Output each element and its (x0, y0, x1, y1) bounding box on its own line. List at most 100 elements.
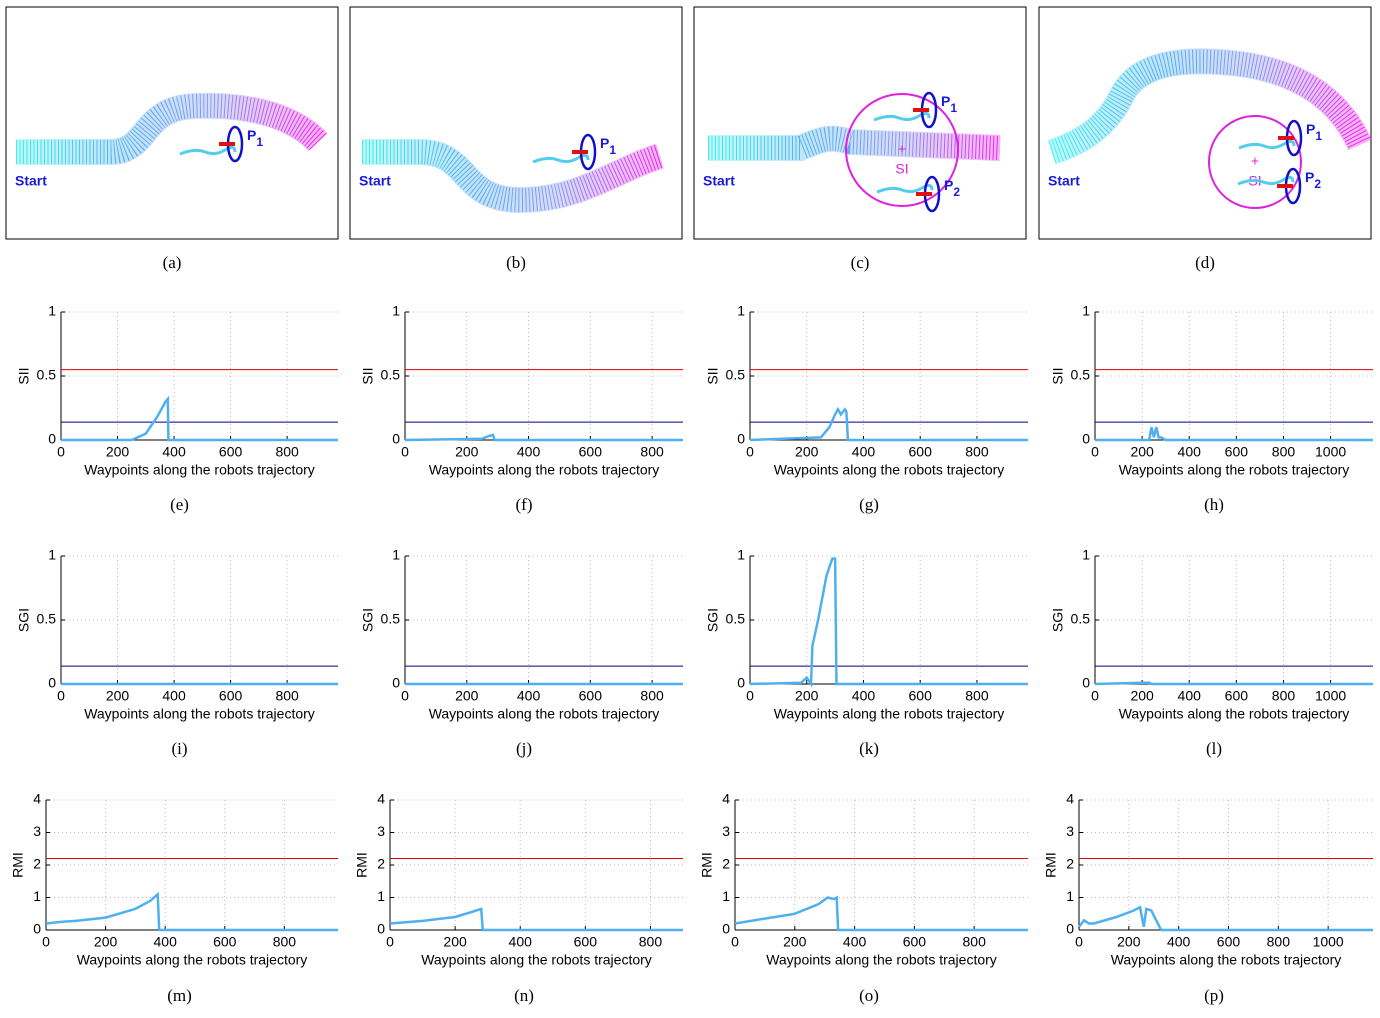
x-tick-label: 0 (746, 444, 754, 460)
data-line (61, 395, 338, 442)
si-plus: + (1251, 153, 1259, 169)
y-tick-label: 1 (737, 547, 745, 563)
x-tick-label: 800 (275, 444, 299, 460)
y-tick-label: 4 (377, 791, 385, 807)
x-tick-label: 400 (852, 688, 876, 704)
x-tick-label: 600 (574, 934, 598, 950)
x-tick-label: 400 (843, 934, 867, 950)
x-tick-label: 800 (640, 444, 664, 460)
y-tick-label: 3 (33, 823, 41, 839)
x-tick-label: 800 (639, 934, 663, 950)
y-axis-label: SGI (1050, 608, 1066, 632)
x-tick-label: 600 (909, 444, 933, 460)
x-tick-label: 400 (517, 444, 541, 460)
y-axis-label: SGI (705, 608, 721, 632)
x-tick-label: 200 (455, 444, 479, 460)
x-tick-label: 0 (1091, 444, 1099, 460)
data-line (45, 891, 338, 932)
x-tick-label: 400 (509, 934, 533, 950)
x-tick-label: 800 (1267, 934, 1291, 950)
x-axis-label: Waypoints along the robots trajectory (429, 462, 660, 478)
x-axis-label: Waypoints along the robots trajectory (429, 706, 660, 722)
corridor-edge (1047, 48, 1372, 165)
y-axis-label: SII (705, 367, 721, 384)
y-axis-label: SGI (16, 608, 32, 632)
y-tick-label: 0.5 (1071, 367, 1091, 383)
x-tick-label: 0 (42, 934, 50, 950)
x-axis-label: Waypoints along the robots trajectory (1119, 706, 1350, 722)
person-trail (873, 111, 931, 122)
start-label: Start (703, 173, 735, 189)
y-tick-label: 4 (722, 791, 730, 807)
x-tick-label: 400 (162, 444, 186, 460)
x-tick-label: 400 (154, 934, 178, 950)
y-tick-label: 0.5 (37, 611, 57, 627)
x-axis-label: Waypoints along the robots trajectory (77, 952, 308, 968)
x-tick-label: 600 (579, 688, 603, 704)
y-tick-label: 0.5 (37, 367, 57, 383)
x-axis-label: Waypoints along the robots trajectory (1119, 462, 1350, 478)
x-tick-label: 0 (401, 444, 409, 460)
y-tick-label: 0 (1066, 921, 1074, 937)
y-tick-label: 1 (48, 547, 56, 563)
y-tick-label: 0 (48, 431, 56, 447)
y-tick-label: 1 (377, 888, 385, 904)
x-tick-label: 600 (219, 688, 243, 704)
caption: (f) (516, 495, 533, 514)
y-tick-label: 2 (722, 856, 730, 872)
x-tick-label: 800 (1272, 688, 1296, 704)
caption: (h) (1204, 495, 1224, 514)
person-trail (1238, 139, 1296, 150)
caption: (l) (1206, 739, 1222, 758)
data-line (734, 895, 1028, 932)
x-tick-label: 800 (640, 688, 664, 704)
x-tick-label: 200 (443, 934, 467, 950)
caption: (i) (171, 739, 187, 758)
y-axis-label: SII (360, 367, 376, 384)
x-tick-label: 400 (852, 444, 876, 460)
corridor-edge (16, 92, 328, 165)
x-tick-label: 1000 (1315, 688, 1346, 704)
y-axis-label: RMI (354, 852, 370, 878)
x-tick-label: 200 (795, 688, 819, 704)
y-tick-label: 0.5 (726, 611, 746, 627)
caption: (m) (167, 986, 192, 1005)
x-tick-label: 0 (746, 688, 754, 704)
x-tick-label: 1000 (1315, 444, 1346, 460)
person-trail (1237, 175, 1295, 186)
person-trail (532, 153, 590, 164)
caption: (p) (1204, 986, 1224, 1005)
x-tick-label: 600 (219, 444, 243, 460)
x-tick-label: 1000 (1313, 934, 1344, 950)
x-tick-label: 0 (1091, 688, 1099, 704)
x-tick-label: 0 (386, 934, 394, 950)
x-axis-label: Waypoints along the robots trajectory (774, 706, 1005, 722)
data-line (749, 557, 1028, 688)
y-tick-label: 0 (377, 921, 385, 937)
y-axis-label: RMI (699, 852, 715, 878)
y-tick-label: 2 (377, 856, 385, 872)
y-tick-label: 1 (1066, 888, 1074, 904)
y-tick-label: 0 (392, 431, 400, 447)
x-tick-label: 800 (275, 688, 299, 704)
x-tick-label: 0 (401, 688, 409, 704)
caption: (k) (859, 739, 879, 758)
x-tick-label: 0 (57, 688, 65, 704)
si-plus: + (898, 141, 906, 157)
corridor-edge (362, 139, 665, 214)
x-tick-label: 800 (273, 934, 297, 950)
caption: (d) (1195, 253, 1215, 272)
x-tick-label: 600 (1225, 688, 1249, 704)
x-tick-label: 200 (1117, 934, 1141, 950)
x-axis-label: Waypoints along the robots trajectory (84, 706, 315, 722)
x-tick-label: 200 (795, 444, 819, 460)
y-tick-label: 1 (722, 888, 730, 904)
y-tick-label: 1 (1082, 303, 1090, 319)
person-label: P1 (941, 93, 957, 115)
x-tick-label: 600 (1225, 444, 1249, 460)
start-label: Start (15, 173, 47, 189)
caption: (a) (163, 253, 182, 272)
si-label: SI (895, 161, 908, 177)
panel-frame (693, 6, 1027, 240)
